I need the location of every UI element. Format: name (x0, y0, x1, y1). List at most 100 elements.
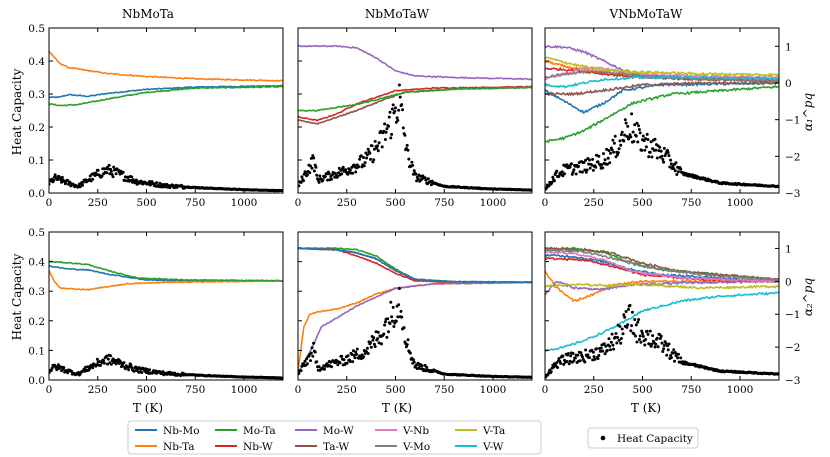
panel-r1-c2-heat-point (591, 358, 595, 362)
panel-r1-c0-heat-point (100, 361, 104, 365)
panel-r1-c0-xtick-label: 500 (136, 384, 156, 396)
panel-r1-c2-xtick-label: 250 (584, 384, 604, 396)
panel-r1-c2-heat-point (664, 341, 668, 345)
panel-r1-c2-heat-point (617, 338, 621, 342)
panel-r1-c0-heat-point (132, 369, 136, 373)
panel-r1-c1-heat-point (351, 360, 355, 364)
panel-r1-c1-heat-point (372, 342, 376, 346)
panel-r1-c2-xtick-label: 1000 (727, 384, 754, 396)
panel-r0-c2-heat-point (588, 166, 592, 170)
panel-r1-c2-heat-point (612, 347, 616, 351)
panel-r1-c2-rtick-label: −3 (785, 375, 800, 387)
panel-r0-c2-heat-point (594, 165, 598, 169)
panel-r0-c1-heat-point (321, 178, 325, 182)
panel-r0-c0-heat-capacity-points (49, 163, 283, 193)
panel-r0-c2-heat-point (603, 158, 607, 162)
panel-r0-c0-heat-point (158, 181, 162, 185)
panel-r0-c1-heat-point (312, 156, 316, 160)
panel-r0-c1-heat-point (393, 109, 397, 113)
panel-r0-c0-series-mo-ta (49, 85, 283, 107)
panel-r1-c1-heat-point (388, 322, 392, 325)
panel-r1-c2-heat-point (636, 320, 640, 324)
panel-r1-c1-heat-point (406, 338, 410, 342)
panel-r0-c2-xtick-label: 750 (681, 197, 701, 209)
panel-r0-c2-rtick-label: −3 (785, 188, 800, 200)
panel-r0-c2-heat-point (632, 140, 636, 143)
panel-r0-c2-heat-point (674, 161, 678, 165)
panel-r0-c2-heat-point (650, 155, 654, 159)
panel-r1-c1-heat-point (352, 353, 356, 357)
panel-r1-c2-heat-point (679, 356, 683, 360)
panel-r1-c1-heat-point (323, 367, 326, 371)
panel-r0-c1-heat-point (376, 144, 380, 148)
panel-r0-c2-heat-point (629, 135, 633, 139)
panel-r0-c2-heat-point (605, 147, 609, 151)
panel-r1-c1-heat-point (355, 347, 359, 351)
panel-r1-c1-heat-point (310, 346, 314, 350)
panel-r1-c1-heat-point (420, 364, 424, 368)
panel-r0-c2-rtick-label: −2 (785, 151, 800, 163)
panel-r1-c2-heat-point (576, 353, 580, 357)
panel-r1-c2-heat-point (552, 365, 556, 369)
panel-r1-c1-heat-point (300, 364, 304, 368)
panel-r1-c2-heat-point (648, 329, 652, 333)
panel-r0-c2-heat-point (619, 143, 623, 147)
panel-r0-c2-heat-point (644, 145, 648, 149)
panel-r1-c0-heat-point (119, 361, 123, 365)
panel-r0-c0-heat-point (108, 172, 112, 176)
panel-r0-c2-heat-point (643, 148, 647, 152)
panel-r0-c0-heat-point (112, 165, 116, 169)
panel-r0-c2-xtick-label: 250 (584, 197, 604, 209)
panel-r1-c2-heat-point (549, 370, 553, 374)
panel-r0-c2-heat-point (619, 133, 623, 137)
panel-r0-c0-heat-point (110, 173, 114, 176)
panel-r0-c2-heat-point (622, 139, 626, 143)
panel-r0-c2-heat-point (568, 165, 572, 169)
panel-r1-c2-heat-point (640, 329, 644, 333)
panel-r1-c1-heat-point (309, 359, 312, 363)
panel-r1-c0-heat-point (109, 354, 113, 358)
panel-r1-c0-ytick-label: 0.5 (28, 227, 45, 239)
panel-r0-c2-heat-point (679, 167, 683, 171)
heat-legend-box (587, 427, 699, 449)
panel-r0-c0-heat-point (155, 181, 159, 185)
panel-r1-c1-xtick-label: 500 (385, 384, 405, 396)
panel-r0-c2-heat-point (638, 131, 642, 135)
panel-r1-c2-heat-point (643, 343, 647, 347)
panel-r0-c1-heat-point (336, 174, 340, 178)
panel-r1-c2-heat-point (562, 362, 566, 366)
panel-r0-c2-heat-point (551, 175, 555, 179)
panel-r1-c1-heat-point (383, 323, 387, 327)
panel-r0-c0-ytick-label: 0.4 (28, 56, 45, 68)
panel-r1-c1-heat-point (369, 341, 372, 345)
panel-r0-c1-heat-point (357, 165, 361, 169)
panel-r0-c2-heat-point (657, 149, 661, 153)
panel-r0-c2-heat-point (584, 158, 588, 162)
panel-r0-c2-heat-point (675, 173, 679, 176)
panel-r1-c1-heat-point (366, 352, 370, 355)
panel-r0-c1-heat-point (337, 171, 341, 175)
panel-r0-c2-heat-point (552, 179, 556, 183)
panel-r0-c0-plot (49, 50, 283, 193)
panel-r1-c1-heat-point (376, 337, 380, 341)
x-label-col2: T (K) (382, 401, 412, 415)
panel-r1-c2-heat-point (595, 347, 598, 351)
panel-r1-c2-heat-point (660, 341, 664, 345)
panel-r0-c0-xtick-label: 250 (88, 197, 108, 209)
panel-r1-c2-heat-point (676, 352, 680, 356)
panel-r0-c2-heat-point (637, 128, 641, 131)
panel-r1-c0-plot (49, 260, 283, 380)
panel-r0-c0-xtick-label: 0 (46, 197, 53, 209)
panel-r0-c2-frame (544, 27, 780, 194)
panel-r1-c2-xtick-label: 0 (542, 384, 549, 396)
panel-r1-c1-heat-point (392, 325, 396, 328)
panel-r0-c1-heat-point (397, 83, 401, 87)
panel-r1-c2-heat-point (672, 348, 676, 352)
panel-r1-c2-heat-point (667, 342, 671, 346)
panel-r0-c2-plot (545, 44, 779, 191)
panel-r0-c1-heat-point (341, 165, 345, 169)
x-label-col3: T (K) (631, 401, 661, 415)
panel-r1-c1-heat-point (362, 355, 365, 359)
panel-r1-c0-heat-point (140, 371, 144, 374)
panel-r1-c1-xtick-label: 750 (434, 384, 454, 396)
